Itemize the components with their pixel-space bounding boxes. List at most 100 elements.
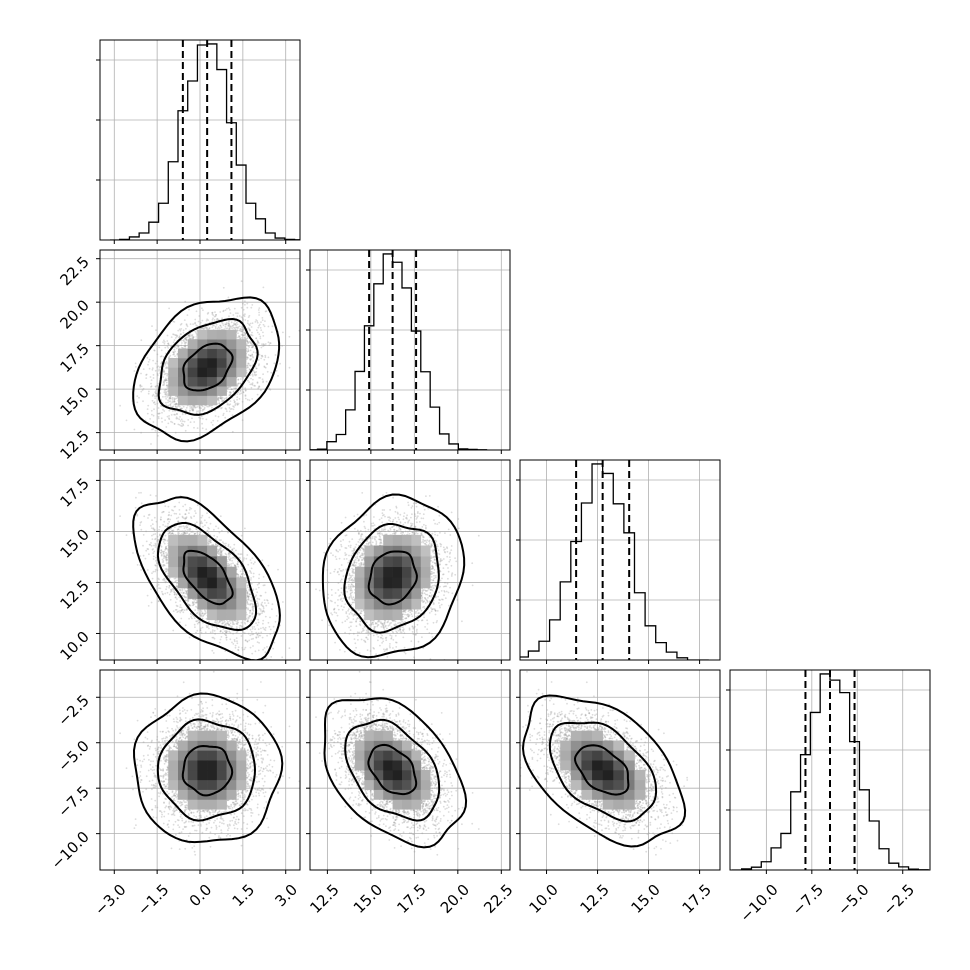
- sample-point: [231, 325, 234, 328]
- sample-point: [258, 607, 261, 610]
- sample-point: [188, 308, 190, 311]
- sample-point: [182, 405, 185, 408]
- sample-point: [162, 376, 164, 378]
- sample-point: [164, 388, 167, 391]
- sample-point: [264, 310, 267, 313]
- sample-point: [183, 342, 186, 345]
- sample-point: [258, 311, 260, 314]
- sample-point: [165, 367, 167, 370]
- sample-point: [153, 516, 156, 519]
- sample-point: [244, 394, 247, 397]
- sample-point: [152, 377, 155, 379]
- sample-point: [262, 607, 265, 610]
- sample-point: [249, 329, 251, 332]
- sample-point: [175, 335, 178, 338]
- sample-point: [164, 392, 167, 394]
- sample-point: [247, 342, 249, 344]
- sample-point: [190, 408, 193, 410]
- sample-point: [214, 325, 217, 328]
- sample-point: [162, 395, 164, 398]
- sample-point: [244, 333, 247, 336]
- sample-point: [157, 412, 160, 415]
- sample-point: [265, 380, 268, 383]
- sample-point: [160, 362, 162, 365]
- sample-point: [157, 365, 160, 368]
- sample-point: [176, 344, 179, 347]
- sample-point: [207, 405, 210, 408]
- sample-point: [134, 362, 137, 365]
- sample-point: [255, 371, 258, 373]
- sample-point: [182, 423, 184, 426]
- sample-point: [239, 329, 242, 332]
- sample-point: [236, 329, 239, 332]
- sample-point: [221, 317, 223, 320]
- sample-point: [192, 406, 195, 409]
- sample-point: [251, 346, 254, 349]
- sample-point: [142, 387, 145, 390]
- sample-point: [171, 396, 174, 399]
- sample-point: [240, 337, 243, 339]
- sample-point: [252, 356, 255, 359]
- sample-point: [233, 564, 236, 567]
- sample-point: [184, 337, 187, 339]
- sample-point: [189, 421, 192, 424]
- sample-point: [227, 403, 229, 405]
- sample-point: [242, 318, 245, 321]
- sample-point: [250, 346, 253, 349]
- sample-point: [191, 335, 194, 338]
- sample-point: [236, 315, 239, 318]
- sample-point: [268, 387, 271, 390]
- sample-point: [162, 369, 165, 372]
- sample-point: [167, 343, 170, 346]
- sample-point: [225, 396, 228, 399]
- sample-point: [184, 345, 187, 348]
- sample-point: [150, 443, 152, 445]
- sample-point: [262, 380, 265, 383]
- sample-point: [246, 340, 249, 343]
- sample-point: [265, 310, 268, 312]
- sample-point: [266, 370, 269, 373]
- contour-level-3: [132, 296, 281, 443]
- sample-point: [165, 362, 167, 365]
- sample-point: [175, 407, 178, 409]
- sample-point: [254, 374, 257, 377]
- sample-point: [226, 403, 229, 406]
- sample-point: [169, 397, 172, 400]
- sample-point: [225, 323, 227, 326]
- sample-point: [165, 391, 168, 394]
- sample-point: [163, 373, 166, 376]
- sample-point: [238, 398, 241, 400]
- sample-point: [228, 327, 231, 330]
- sample-point: [175, 397, 177, 400]
- sample-point: [230, 391, 232, 394]
- sample-point: [252, 378, 254, 381]
- sample-point: [184, 300, 187, 303]
- sample-point: [211, 424, 214, 426]
- sample-point: [263, 610, 266, 613]
- sample-point: [236, 384, 239, 387]
- sample-point: [151, 572, 153, 575]
- sample-point: [180, 407, 183, 410]
- sample-point: [248, 324, 251, 327]
- sample-point: [173, 422, 176, 425]
- density-cell: [168, 386, 179, 396]
- sample-point: [229, 312, 232, 314]
- sample-point: [166, 340, 169, 342]
- sample-point: [171, 406, 174, 408]
- sample-point: [172, 405, 175, 408]
- sample-point: [247, 357, 249, 359]
- sample-point: [171, 400, 174, 402]
- sample-point: [228, 407, 231, 409]
- density-cell: [197, 329, 208, 340]
- sample-point: [180, 346, 183, 349]
- sample-point: [177, 404, 180, 407]
- sample-point: [173, 593, 176, 596]
- histogram-bin: [236, 165, 246, 240]
- density-cell: [197, 348, 208, 359]
- sample-point: [189, 335, 191, 338]
- panel-frame: [309, 249, 511, 451]
- sample-point: [193, 405, 195, 408]
- sample-point: [154, 343, 157, 345]
- sample-point: [151, 399, 154, 402]
- sample-point: [156, 373, 159, 375]
